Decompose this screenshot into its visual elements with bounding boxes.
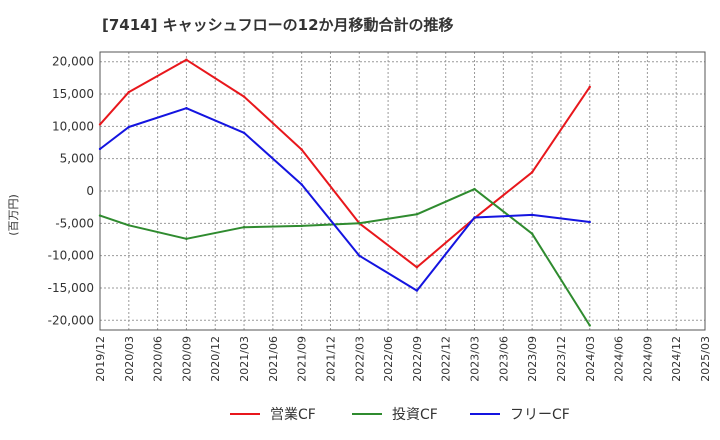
data-point-2 (300, 224, 303, 228)
x-tick-label: 2021/12 (324, 336, 337, 382)
x-tick-labels: 2019/12 2020/03 2020/06 2020/09 2020/12 2021/… (94, 336, 712, 382)
legend-label: 投資CF (392, 407, 438, 423)
y-tick-label: 10,000 (52, 119, 94, 133)
data-point-3 (98, 147, 102, 151)
y-tick-label: 20,000 (52, 55, 94, 69)
x-tick-label: 2023/06 (497, 336, 510, 382)
x-tick-label: 2020/12 (209, 336, 222, 382)
data-point-2 (127, 224, 131, 227)
x-tick-label: 2019/12 (94, 336, 107, 382)
x-tick-label: 2021/09 (296, 336, 309, 382)
series-line-1 (99, 58, 591, 269)
y-axis-label: (百万円) (7, 194, 20, 236)
data-point-2 (98, 214, 102, 217)
y-tick-label: -15,000 (48, 281, 94, 295)
data-point-3 (358, 254, 361, 257)
data-point-1 (530, 171, 534, 174)
y-tick-label: -5,000 (55, 216, 94, 230)
data-point-1 (98, 123, 102, 126)
data-point-2 (358, 222, 361, 225)
x-tick-label: 2020/06 (152, 336, 165, 382)
y-tick-label: -10,000 (48, 249, 94, 263)
x-tick-label: 2024/03 (584, 336, 597, 382)
data-point-3 (300, 183, 303, 186)
x-tick-label: 2022/03 (353, 336, 366, 382)
x-tick-label: 2024/06 (613, 336, 626, 382)
y-tick-label: 0 (86, 184, 94, 198)
x-tick-label: 2023/03 (469, 336, 482, 382)
x-tick-label: 2023/09 (526, 336, 539, 382)
data-point-3 (473, 216, 476, 219)
data-point-1 (185, 58, 188, 61)
y-tick-label: 5,000 (60, 152, 94, 166)
y-tick-labels: 20,000 15,000 10,000 5,000 0 -5,000 -10,000 -15… (48, 55, 94, 328)
x-tick-label: 2022/09 (411, 336, 424, 382)
data-point-2 (588, 324, 591, 327)
data-point-3 (530, 213, 534, 217)
y-tick-label: 15,000 (52, 87, 94, 101)
data-point-3 (588, 220, 591, 224)
data-point-3 (242, 131, 246, 135)
data-point-1 (588, 85, 591, 89)
x-tick-label: 2020/03 (123, 336, 136, 382)
chart-title: [7414] キャッシュフローの12か月移動合計の推移 (102, 16, 454, 34)
x-tick-label: 2021/03 (238, 336, 251, 382)
x-tick-label: 2024/09 (641, 336, 654, 382)
frame-layer (99, 51, 706, 331)
data-point-1 (300, 148, 303, 151)
series-layer (98, 58, 591, 327)
x-tick-label: 2021/06 (267, 336, 280, 382)
legend: 営業CF 投資CF フリーCF (230, 407, 570, 423)
series-line-3 (99, 107, 590, 292)
data-point-2 (415, 213, 419, 216)
grid-layer (99, 52, 706, 330)
x-tick-label: 2022/12 (440, 336, 453, 382)
data-point-3 (127, 125, 131, 129)
data-point-1 (127, 90, 131, 94)
x-tick-label: 2025/03 (699, 336, 712, 382)
y-tick-label: -20,000 (48, 313, 94, 327)
x-tick-label: 2020/09 (180, 336, 193, 382)
x-tick-label: 2023/12 (555, 336, 568, 382)
data-point-2 (473, 187, 476, 191)
data-point-2 (530, 232, 534, 235)
legend-label: 営業CF (270, 407, 316, 423)
x-tick-label: 2024/12 (670, 336, 683, 382)
data-point-2 (185, 237, 188, 241)
series-line-2 (99, 188, 591, 327)
data-point-3 (185, 107, 188, 110)
data-point-3 (415, 289, 419, 292)
plot-frame (99, 51, 706, 331)
data-point-2 (242, 226, 246, 229)
data-point-1 (242, 95, 246, 98)
legend-label: フリーCF (510, 407, 570, 423)
data-point-1 (415, 266, 419, 269)
x-tick-label: 2022/06 (382, 336, 395, 382)
